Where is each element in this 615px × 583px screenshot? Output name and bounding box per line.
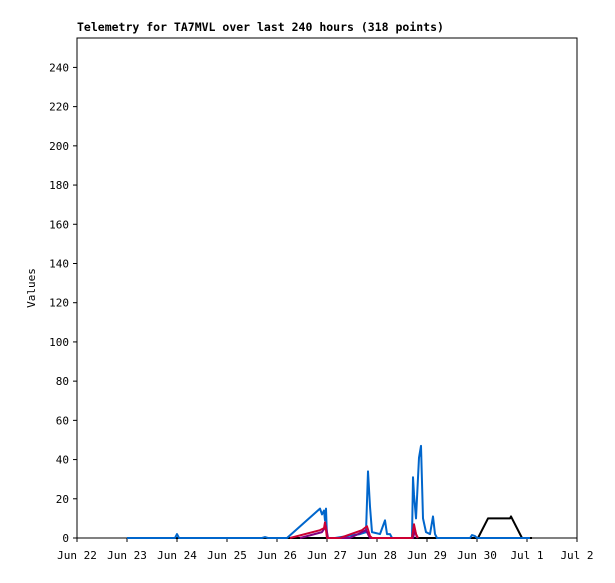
x-tick-label: Jul 2 [560,549,593,562]
y-tick-label: 100 [49,336,69,349]
y-tick-label: 160 [49,218,69,231]
series-line [289,521,419,539]
chart-title: Telemetry for TA7MVL over last 240 hours… [77,20,444,34]
series-line [127,444,530,539]
x-tick-label: Jul 1 [510,549,543,562]
y-tick-label: 40 [56,454,69,467]
x-tick-label: Jun 22 [57,549,97,562]
y-tick-label: 180 [49,179,69,192]
x-tick-label: Jun 28 [357,549,397,562]
x-tick-label: Jun 24 [157,549,197,562]
x-tick-label: Jun 26 [257,549,297,562]
x-tick-label: Jun 30 [457,549,497,562]
y-axis-label: Values [25,268,38,308]
y-tick-label: 80 [56,375,69,388]
y-tick-label: 20 [56,493,69,506]
y-tick-label: 240 [49,61,69,74]
y-tick-label: 120 [49,297,69,310]
x-tick-label: Jun 27 [307,549,347,562]
x-tick-label: Jun 29 [407,549,447,562]
y-tick-label: 60 [56,414,69,427]
series-line [127,515,532,539]
y-tick-label: 200 [49,140,69,153]
y-tick-label: 220 [49,101,69,114]
y-tick-label: 140 [49,257,69,270]
plot-frame [76,37,578,539]
x-tick-label: Jun 25 [207,549,247,562]
y-tick-label: 0 [62,532,69,545]
x-tick-label: Jun 23 [107,549,147,562]
